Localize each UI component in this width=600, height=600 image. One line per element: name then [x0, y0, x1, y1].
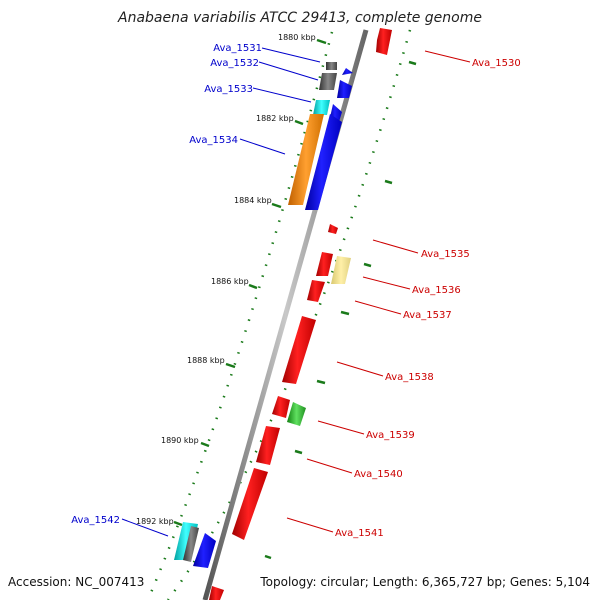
tick-1888 [225, 362, 236, 369]
gene-ava-1535[interactable] [328, 224, 338, 234]
genome-title: Anabaena variabilis ATCC 29413, complete… [117, 10, 482, 26]
gene-label-ava-1533[interactable]: Ava_1533 [204, 84, 253, 95]
tick-1892 [173, 520, 183, 527]
tick-1886 [248, 283, 258, 290]
topology-text: Topology: circular; Length: 6,365,727 bp… [259, 575, 590, 589]
gene-ava-1530[interactable] [376, 28, 392, 55]
gene-bottom-red[interactable] [209, 586, 224, 600]
gene-label-ava-1541[interactable]: Ava_1541 [335, 528, 384, 539]
gene-label-ava-1540[interactable]: Ava_1540 [354, 469, 403, 480]
gene-label-ava-1538[interactable]: Ava_1538 [385, 372, 434, 383]
gene-label-ava-1531[interactable]: Ava_1531 [213, 43, 262, 54]
tick-1882 [294, 119, 304, 126]
reverse-side-ticks [264, 60, 417, 560]
tick-1890 [200, 441, 210, 448]
tick-label: 1888 kbp [187, 356, 225, 365]
gene-label-ava-1539[interactable]: Ava_1539 [366, 430, 415, 441]
tick-1880 [316, 38, 327, 45]
gene-ava-1539-a[interactable] [272, 396, 290, 418]
accession-text: Accession: NC_007413 [8, 575, 144, 589]
gene-ava-1537[interactable] [307, 280, 325, 302]
gene-label-ava-1542[interactable]: Ava_1542 [71, 515, 120, 526]
gene-label-ava-1536[interactable]: Ava_1536 [412, 285, 461, 296]
tick-label: 1880 kbp [278, 33, 316, 42]
tick-label: 1890 kbp [161, 436, 199, 445]
gene-ava-1542[interactable] [174, 522, 216, 568]
gene-ava-1534[interactable] [288, 114, 342, 210]
gene-label-ava-1534[interactable]: Ava_1534 [189, 135, 238, 146]
tick-label: 1882 kbp [256, 114, 294, 123]
kbp-ticks [173, 38, 327, 527]
forward-leaders [121, 47, 321, 537]
gene-label-ava-1532[interactable]: Ava_1532 [210, 58, 259, 69]
reverse-leaders [286, 50, 471, 533]
gene-ava-1531[interactable] [326, 62, 353, 75]
tick-label: 1884 kbp [234, 196, 272, 205]
tick-label: 1886 kbp [211, 277, 249, 286]
tick-label: 1892 kbp [136, 517, 174, 526]
tick-1884 [271, 202, 282, 209]
gene-ava-1539[interactable] [287, 402, 306, 426]
gene-label-ava-1535[interactable]: Ava_1535 [421, 249, 470, 260]
gene-ava-1541[interactable] [232, 468, 268, 540]
gene-ava-1540[interactable] [256, 426, 280, 465]
gene-ava-1532[interactable] [319, 73, 352, 98]
genome-backbone [202, 29, 369, 600]
gene-labels: Ava_1531 Ava_1532 Ava_1533 Ava_1534 Ava_… [71, 43, 521, 539]
gene-ava-1536[interactable] [316, 252, 333, 276]
kbp-tick-labels: 1880 kbp 1882 kbp 1884 kbp 1886 kbp 1888… [136, 33, 316, 526]
gene-label-ava-1537[interactable]: Ava_1537 [403, 310, 452, 321]
gene-ava-1538[interactable] [282, 316, 316, 384]
gene-label-ava-1530[interactable]: Ava_1530 [472, 58, 521, 69]
gene-ava-1536-b[interactable] [331, 256, 351, 284]
